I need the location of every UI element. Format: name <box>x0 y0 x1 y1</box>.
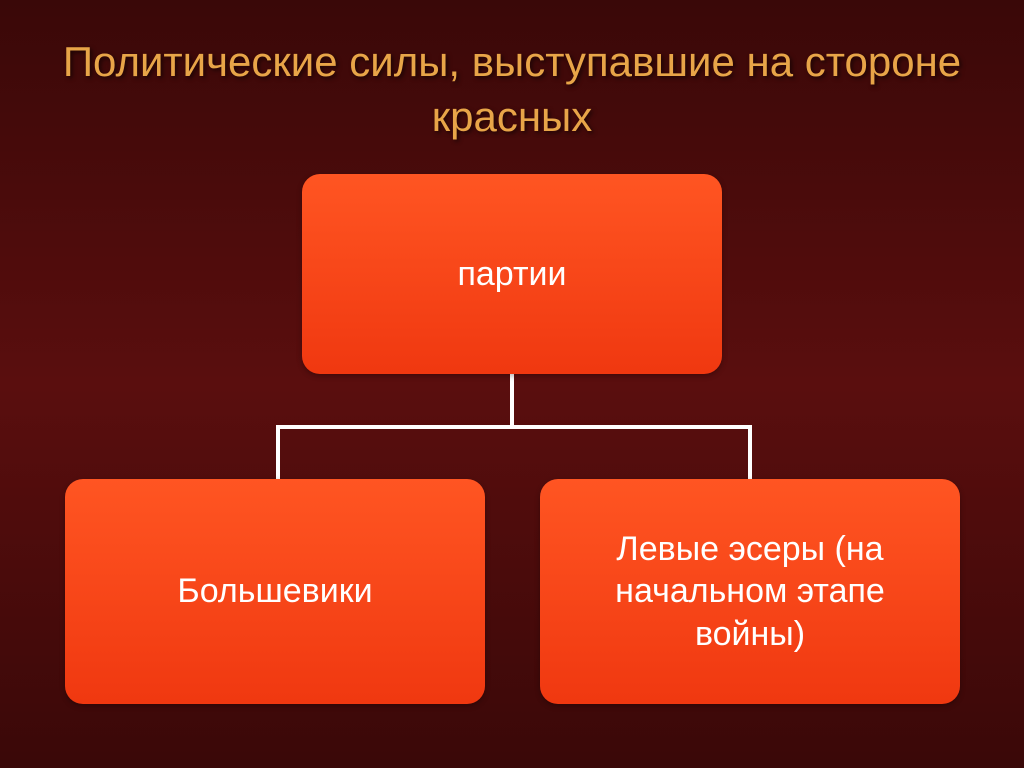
connector-left-drop <box>276 425 280 481</box>
connector-horizontal <box>276 425 748 429</box>
connector-stem <box>510 374 514 429</box>
root-node: партии <box>302 174 722 374</box>
root-node-label: партии <box>457 253 566 296</box>
child-node-right-label: Левые эсеры (на начальном этапе войны) <box>560 528 940 656</box>
org-chart-diagram: партии Большевики Левые эсеры (на началь… <box>0 169 1024 729</box>
child-node-left-label: Большевики <box>177 570 372 613</box>
child-node-left: Большевики <box>65 479 485 704</box>
connector-right-drop <box>748 425 752 481</box>
slide-title: Политические силы, выступавшие на сторон… <box>0 0 1024 144</box>
child-node-right: Левые эсеры (на начальном этапе войны) <box>540 479 960 704</box>
